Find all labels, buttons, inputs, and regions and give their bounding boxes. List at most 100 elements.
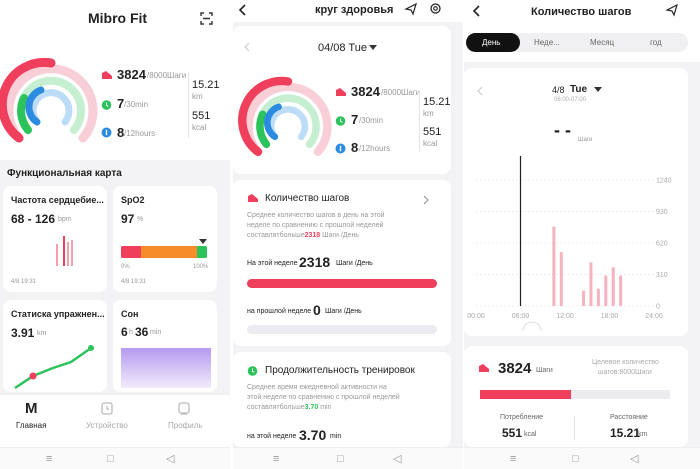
train-week-label: на этой неделе [247,433,297,440]
y-tick-label: 620 [656,241,668,248]
system-nav-bar: ≡ □ ◁ [0,447,230,469]
steps-desc-line3: составлятбольше2318 Шаги /День [247,232,359,239]
home-km-unit: km [192,92,203,101]
health-date[interactable]: 04/08 Tue [318,42,367,54]
distance-unit: km [638,431,648,438]
dropdown-icon[interactable] [369,45,377,51]
x-tick-label: 24:00 [645,313,663,320]
back-icon[interactable] [472,5,481,17]
ex-title: Статиска упражнен... [11,309,105,319]
train-week-value: 3.70 [299,427,327,443]
training-card-title: Продолжительность тренировок [265,365,415,376]
heart-rate-card[interactable]: Частота сердцебие... 68 - 126 bpm 4/8 19… [3,186,107,292]
this-week-value: 2318 [299,254,331,270]
health-stand-goal: /12hours [359,144,391,153]
profile-icon[interactable] [177,402,191,415]
target-label-line2: шагов:8000Шаги [598,369,652,376]
back-nav-icon[interactable]: ◁ [166,453,175,465]
spo2-date: 4/8 19:31 [121,279,147,285]
divider [188,72,189,138]
last-week-bar [247,325,437,334]
sleep-hours: 6 [121,325,128,339]
share-icon[interactable] [404,2,417,16]
target-label-line1: Целевое количество [592,359,659,366]
selected-unit: Шаги [578,137,593,143]
tab-year[interactable]: год [650,38,662,47]
steps-bar-chart[interactable]: 1240 930 620 310 0 00:00 06:00 12:00 18:00 24:00 [464,68,688,336]
home-nav-icon[interactable]: M [25,400,38,417]
device-icon[interactable] [100,402,114,415]
training-card[interactable]: Продолжительность тренировок Среднее вре… [233,352,451,447]
sleep-card[interactable]: Сон 6 h 36 min [113,300,217,392]
share-icon[interactable] [665,3,678,17]
tab-month[interactable]: Месяц [590,38,615,47]
home-kcal-value: 551 [192,110,211,122]
tab-day[interactable]: День [482,38,501,47]
sleep-chart [121,348,211,388]
consumption-label: Потребление [500,414,544,421]
steps-card[interactable]: Количество шагов Среднее количество шаго… [233,180,451,346]
spo2-card[interactable]: SpO2 97 % 0% 100% 4/8 19:31 [113,186,217,292]
home-active-goal: /30min [124,100,149,109]
steps-chart-card: 4/8 Tue 06:00-07:00 - - Шаги 1240 930 620 3… [464,68,688,336]
health-kcal-value: 551 [423,126,442,138]
exercise-card[interactable]: Статиска упражнен... 3.91 km [3,300,107,392]
home-sys-icon[interactable]: □ [107,453,114,465]
shoe-icon [248,194,258,202]
prev-date-icon[interactable] [243,42,251,52]
stand-icon [335,143,346,154]
gear-icon[interactable] [429,2,442,15]
tab-week[interactable]: Неде... [534,38,560,47]
health-kcal-unit: kcal [423,139,438,148]
scan-icon[interactable] [200,12,213,25]
menu-nav-icon[interactable]: ≡ [273,453,280,465]
activity-rings [0,57,98,143]
back-nav-icon[interactable]: ◁ [393,453,402,465]
home-steps-value: 3824 [117,67,146,82]
stand-icon [101,127,112,138]
system-nav-bar: ≡ □ ◁ [464,447,700,469]
spo2-bar [121,246,207,258]
nav-home[interactable]: Главная [16,421,47,430]
chart-day[interactable]: Tue [570,84,588,95]
step-bar [589,262,593,306]
home-stand-goal: /12hours [124,129,156,138]
y-tick-label: 310 [656,272,668,279]
divider [574,416,575,440]
back-nav-icon[interactable]: ◁ [630,453,639,465]
nav-profile[interactable]: Профиль [168,421,203,430]
chart-scrubber[interactable] [522,318,542,332]
shoe-icon [479,364,489,372]
dropdown-icon[interactable] [594,87,602,93]
chevron-right-icon[interactable] [423,195,430,205]
back-icon[interactable] [238,4,247,16]
health-steps-value: 3824 [351,84,380,99]
menu-nav-icon[interactable]: ≡ [46,453,53,465]
last-week-label: на прошлой неделе [247,308,312,315]
chart-date[interactable]: 4/8 [552,85,565,95]
health-active-value: 7 [351,112,359,127]
steps-card-title: Количество шагов [265,193,350,204]
this-week-label: На этой неделе [247,260,298,267]
y-tick-label: 0 [656,304,660,311]
home-sys-icon[interactable]: □ [572,453,579,465]
sleep-title: Сон [121,309,139,319]
prev-date-icon[interactable] [476,86,484,96]
bottom-nav [0,394,230,447]
period-tabs: День Неде... Месяц год [466,33,688,52]
health-km-value: 15.21 [423,96,451,108]
nav-device[interactable]: Устройство [86,421,128,430]
ex-unit: km [37,330,47,337]
steps-progress-fill [480,390,571,399]
step-bar [596,288,600,306]
home-sys-icon[interactable]: □ [337,453,344,465]
hr-unit: bpm [58,216,72,223]
last-week-value: 0 [313,302,321,318]
timer-icon [101,100,112,110]
menu-nav-icon[interactable]: ≡ [510,453,517,465]
spo2-title: SpO2 [121,195,145,205]
consumption-value: 551 [502,426,523,440]
timer-icon [335,116,346,126]
home-active-value: 7 [117,96,125,111]
spo2-max: 100% [193,264,209,270]
